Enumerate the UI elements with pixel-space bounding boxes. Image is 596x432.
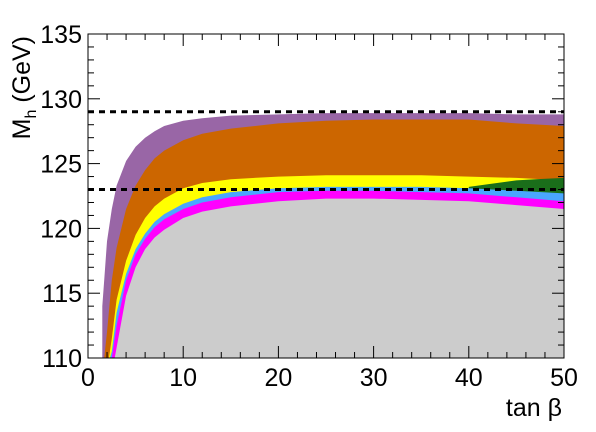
axis-ticks [87, 33, 565, 359]
y-tick-label: 120 [40, 215, 82, 243]
y-tick-label: 130 [40, 86, 82, 114]
x-tick-label: 10 [169, 364, 197, 392]
y-tick-label: 135 [40, 21, 82, 49]
y-axis-title-subscript: h [23, 110, 40, 119]
y-axis-title-main: M [8, 119, 36, 140]
tick-labels: 0 10 20 30 40 50 110 115 120 125 130 135 [40, 21, 578, 392]
x-axis-title: tan β [506, 394, 562, 422]
y-tick-label: 110 [42, 345, 82, 373]
reference-lines [88, 110, 564, 192]
x-tick-label: 50 [550, 364, 578, 392]
scan-regions [102, 113, 565, 358]
y-axis-title: Mh (GeV) [8, 36, 40, 139]
plot-frame [87, 33, 565, 359]
y-tick-label: 125 [40, 151, 82, 179]
y-tick-label: 115 [42, 280, 82, 308]
region-band-7 [114, 198, 564, 358]
x-tick-label: 0 [81, 364, 95, 392]
x-tick-label: 20 [264, 364, 292, 392]
x-tick-label: 30 [360, 364, 388, 392]
x-tick-label: 40 [455, 364, 483, 392]
y-axis-title-unit: (GeV) [8, 36, 36, 110]
